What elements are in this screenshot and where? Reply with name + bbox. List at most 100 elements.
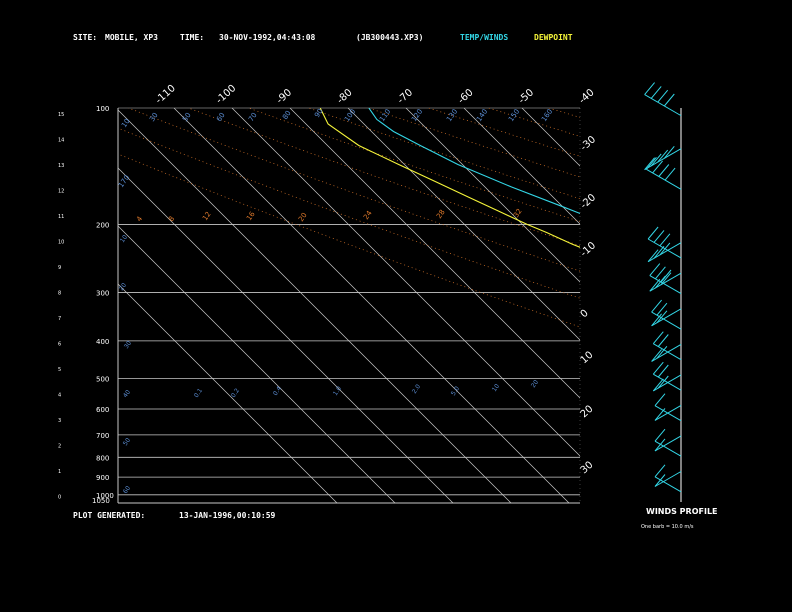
pressure-label-700: 700 <box>96 432 109 440</box>
thetae-label-20: 20 <box>297 211 309 223</box>
wind-barb <box>654 428 682 457</box>
wind-barb-flag <box>651 313 662 327</box>
wind-barb <box>651 308 682 327</box>
height-label-14: 14 <box>58 138 64 144</box>
height-label-1: 1 <box>58 469 61 475</box>
mixing-label-0.4: 0.4 <box>272 385 283 397</box>
wind-barb-shaft <box>654 435 682 452</box>
isotherm--110 <box>173 108 570 503</box>
theta-label-80: 80 <box>281 109 293 121</box>
mixing-label-2.0: 2.0 <box>411 383 422 395</box>
wind-barb-shaft <box>654 471 682 487</box>
wind-barb <box>647 226 682 259</box>
pressure-label-900: 900 <box>96 474 109 482</box>
theta-label-30: 30 <box>148 111 160 123</box>
wind-barb <box>654 464 682 493</box>
wind-barb-shaft <box>651 343 682 362</box>
wind-barb-shaft <box>654 405 682 422</box>
site-value: MOBILE, XP3 <box>105 33 158 42</box>
wind-barb-flag <box>647 226 659 240</box>
isotherm--90 <box>289 108 580 399</box>
wind-barb-shaft <box>651 311 682 330</box>
wind-barb-flag <box>654 428 666 442</box>
left-theta-label-0: 10 <box>119 234 129 244</box>
wind-barb-shaft <box>647 242 682 263</box>
wind-barb-flag <box>653 245 665 259</box>
wind-barb-flag <box>650 153 662 167</box>
height-label-6: 6 <box>58 342 61 348</box>
thetae-label-12: 12 <box>201 210 213 222</box>
wind-barb-flag <box>651 299 662 313</box>
wind-barb-flag <box>649 278 661 292</box>
height-label-9: 9 <box>58 265 61 271</box>
height-label-3: 3 <box>58 418 61 424</box>
wind-barb-flag <box>654 393 666 407</box>
mixing-label-10: 10 <box>491 383 501 393</box>
height-label-5: 5 <box>58 367 61 373</box>
wind-barb-flag <box>657 149 669 163</box>
pressure-label-600: 600 <box>96 406 109 414</box>
wind-barb-shaft <box>649 272 682 292</box>
thetae-label-16: 16 <box>245 210 257 222</box>
wind-barb <box>652 374 682 392</box>
wind-barb-flag <box>654 474 666 487</box>
wind-barb-flag <box>660 269 672 283</box>
height-label-10: 10 <box>58 240 64 246</box>
height-label-15: 15 <box>58 112 64 118</box>
pressure-label-300: 300 <box>96 290 109 298</box>
wind-barb-flag <box>658 164 670 177</box>
isotherm--150 <box>118 283 338 503</box>
mixing-label-20: 20 <box>530 379 540 389</box>
wind-barb-flag <box>657 89 669 103</box>
wind-barb-flag <box>652 331 664 345</box>
wind-barb-flag <box>651 349 662 362</box>
theta-label-60: 60 <box>215 111 227 123</box>
wind-barb-shaft <box>646 168 682 190</box>
wind-barb-flag <box>644 157 655 171</box>
wind-barb-flag <box>654 464 666 478</box>
pressure-label-200: 200 <box>96 221 109 229</box>
wind-barb-shaft <box>654 440 682 457</box>
plot-generated-value: 13-JAN-1996,00:10:59 <box>179 511 276 520</box>
thetae-label-8: 8 <box>167 215 176 223</box>
left-theta-label-3: 40 <box>122 389 132 399</box>
thetae-label-4: 4 <box>135 214 144 223</box>
left-theta-label-2: 30 <box>123 340 133 350</box>
wind-barb-flag <box>663 145 675 159</box>
height-label-4: 4 <box>58 393 61 399</box>
wind-barb <box>654 435 682 452</box>
wind-barb-shaft <box>653 343 682 361</box>
wind-barb <box>652 361 682 391</box>
wind-barb <box>651 343 682 362</box>
site-label: SITE: <box>73 33 98 42</box>
theta-label-70: 70 <box>247 111 259 123</box>
wind-barb-flag <box>656 345 668 359</box>
height-label-11: 11 <box>58 214 64 220</box>
theta-label-10: 10 <box>120 117 132 129</box>
thetae-label-28: 28 <box>435 208 447 220</box>
wind-barb <box>644 82 682 117</box>
wind-barb <box>649 272 682 292</box>
wind-barb-shaft <box>653 373 682 391</box>
pressure-label-800: 800 <box>96 454 109 462</box>
isotherm--60 <box>463 108 580 225</box>
temperature-profile-line <box>368 108 580 215</box>
plot-generated-label: PLOT GENERATED: <box>73 511 146 520</box>
wind-barb <box>654 471 682 487</box>
isotherm--100 <box>231 108 580 457</box>
pressure-label-400: 400 <box>96 338 109 346</box>
wind-barb-flag <box>652 378 664 392</box>
theta-label-90: 90 <box>313 107 325 119</box>
mixing-label-0.2: 0.2 <box>230 387 241 399</box>
thetae-label-24: 24 <box>362 209 374 221</box>
legend-temp: TEMP/WINDS <box>460 33 509 42</box>
wind-barb-shaft <box>644 148 682 171</box>
mixing-label-0.1: 0.1 <box>193 387 204 399</box>
wind-barb-flag <box>657 375 669 389</box>
wind-barb-flag <box>656 302 668 316</box>
isotherms <box>118 108 580 503</box>
wind-barb-flag <box>659 233 671 247</box>
height-label-2: 2 <box>58 444 61 450</box>
wind-barb-flag <box>647 249 659 263</box>
